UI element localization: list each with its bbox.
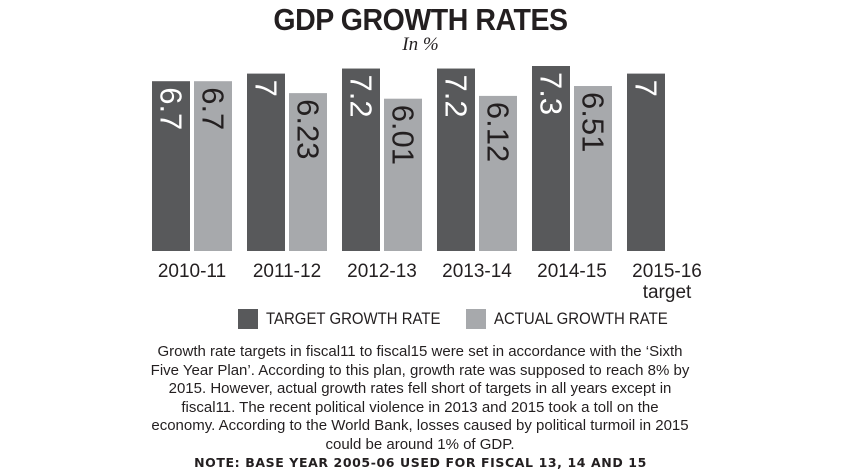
footnote: NOTE: BASE YEAR 2005-06 USED FOR FISCAL … xyxy=(194,455,647,470)
legend-label-actual: ACTUAL GROWTH RATE xyxy=(494,309,668,328)
bar-actual xyxy=(384,98,422,252)
bar-value-label: 7.3 xyxy=(534,72,569,115)
category-label: 2015-16 target xyxy=(632,261,702,303)
explanatory-note: Growth rate targets in fiscal11 to fisca… xyxy=(150,343,690,453)
bar-value-label: 7 xyxy=(249,80,284,97)
category-label: 2012-13 xyxy=(347,261,417,282)
legend-label-target: TARGET GROWTH RATE xyxy=(266,309,441,328)
legend-swatch-actual xyxy=(466,309,486,329)
bar-target xyxy=(627,73,665,251)
category-label: 2011-12 xyxy=(253,261,321,282)
legend-item-target: TARGET GROWTH RATE xyxy=(238,309,464,329)
bar-actual xyxy=(289,93,327,251)
bar-actual xyxy=(194,81,232,252)
bar-target xyxy=(342,68,380,252)
category-label: 2013-14 xyxy=(442,261,512,282)
legend-swatch-target xyxy=(238,309,258,329)
legend-item-actual: ACTUAL GROWTH RATE xyxy=(466,309,691,329)
chart-title: GDP GROWTH RATES xyxy=(273,2,568,37)
bar-target xyxy=(152,81,190,252)
bar-actual xyxy=(574,86,612,252)
bar-chart: 6.7 6.72010-1176.232011-127.26.012012-137… xyxy=(152,66,702,303)
category-label: 2014-15 xyxy=(537,261,607,282)
bar-value-label: 6.51 xyxy=(576,92,611,152)
bar-value-label: 7 xyxy=(629,80,664,97)
chart-subtitle: In % xyxy=(402,34,439,55)
bar-target xyxy=(532,66,570,251)
bar-value-label: 6.7 xyxy=(154,87,189,130)
bar-value-label: 7.2 xyxy=(344,75,379,118)
bar-target xyxy=(247,73,285,251)
bar-value-label: 6.12 xyxy=(481,102,516,162)
legend: TARGET GROWTH RATE ACTUAL GROWTH RATE xyxy=(0,309,841,333)
bar-target xyxy=(437,68,475,252)
bar-value-label: 7.2 xyxy=(439,75,474,118)
bar-value-label: 6.23 xyxy=(291,99,326,159)
bar-value-label: 6.01 xyxy=(386,105,421,165)
category-label: 2010-11 xyxy=(158,261,226,282)
bar-value-label: 6.7 xyxy=(196,87,231,130)
bar-actual xyxy=(479,95,517,251)
